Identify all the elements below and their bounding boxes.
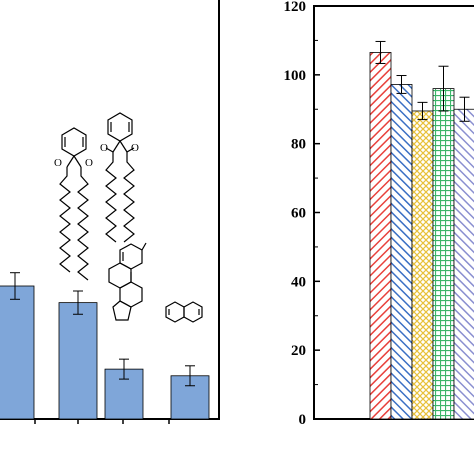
estradiol-structure	[108, 242, 147, 321]
right-y-tick-label: 80	[291, 137, 306, 153]
right-bar	[390, 84, 413, 420]
right-bar	[453, 108, 474, 420]
left-bars	[0, 272, 210, 420]
right-bar	[432, 88, 455, 420]
right-bar	[369, 52, 392, 420]
dop-structure	[105, 112, 135, 243]
right-y-tick-label: 20	[291, 343, 306, 359]
dnp-structure-o: O	[54, 157, 62, 169]
dop-structure-o: O	[100, 142, 108, 154]
dnp-structure	[59, 127, 89, 281]
right-bars	[369, 40, 474, 420]
right-y-tick-label: 40	[291, 274, 306, 290]
right-panel: 0 20 40 60 80 100 120	[284, 0, 474, 428]
right-y-axis: 0 20 40 60 80 100 120	[284, 0, 320, 428]
dnp-structure-o: O	[85, 157, 93, 169]
right-y-tick-label: 100	[284, 68, 307, 84]
right-y-tick-label: 60	[291, 206, 306, 222]
left-bar	[0, 285, 35, 420]
right-y-tick-label: 0	[299, 412, 307, 428]
dop-structure-o: O	[131, 142, 139, 154]
left-bar	[58, 302, 98, 420]
right-bar	[411, 110, 434, 420]
naphthol-structure	[165, 301, 203, 323]
right-y-tick-label: 120	[284, 0, 307, 15]
left-panel: O O O O	[0, 0, 220, 424]
